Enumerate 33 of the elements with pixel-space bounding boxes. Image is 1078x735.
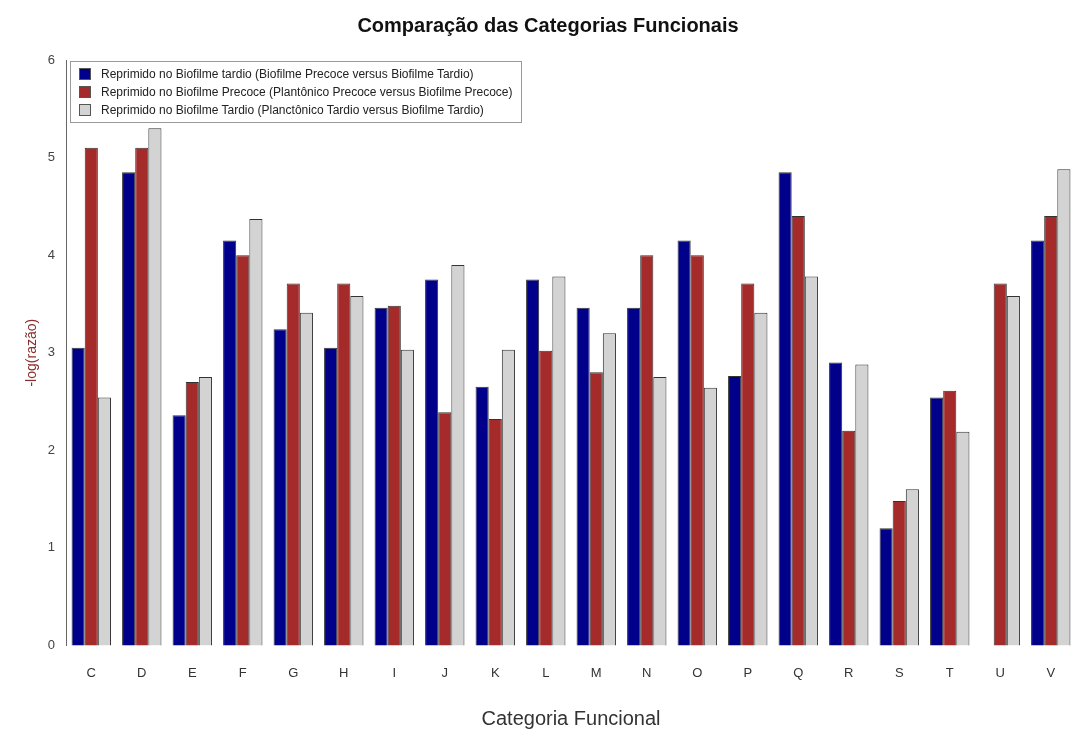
x-tick-label: O [692, 664, 703, 680]
x-tick-label: E [187, 664, 197, 680]
x-tick-label: P [743, 664, 753, 680]
x-tick-label: V [1046, 664, 1056, 680]
y-tick-label: 4 [47, 246, 56, 262]
chart-title: Comparação das Categorias Funcionais [357, 13, 739, 36]
y-tick-label: 0 [47, 636, 56, 652]
y-tick-label: 5 [47, 149, 56, 165]
y-tick-label: 1 [47, 539, 56, 555]
x-tick-label: G [288, 664, 299, 680]
x-tick-label: M [590, 664, 602, 680]
x-axis-title: Categoria Funcional [481, 706, 661, 729]
x-tick-label: L [542, 664, 550, 680]
legend-label: Reprimido no Biofilme Tardio (Planctônico Tardio versus Biofilme Tardio) [101, 102, 484, 119]
x-tick-label: H [339, 664, 349, 680]
x-tick-label: F [238, 664, 247, 680]
y-axis-title: -log(razão) [23, 318, 40, 387]
x-tick-label: S [894, 664, 904, 680]
x-tick-label: T [945, 664, 954, 680]
x-tick-label: Q [793, 664, 804, 680]
legend-label: Reprimido no Biofilme Precoce (Plantônico Precoce versus Biofilme Precoce) [101, 84, 513, 101]
x-tick-label: K [490, 664, 500, 680]
x-tick-label: I [392, 664, 397, 680]
x-tick-label: D [137, 664, 147, 680]
x-tick-label: J [441, 664, 449, 680]
x-tick-label: N [642, 664, 652, 680]
y-tick-label: 6 [47, 51, 56, 67]
x-tick-label: C [86, 664, 96, 680]
legend-label: Reprimido no Biofilme tardio (Biofilme Precoce versus Biofilme Tardio) [101, 66, 474, 83]
x-tick-label: U [995, 664, 1005, 680]
y-tick-label: 3 [47, 344, 56, 360]
y-tick-label: 2 [47, 441, 56, 457]
x-tick-label: R [844, 664, 854, 680]
